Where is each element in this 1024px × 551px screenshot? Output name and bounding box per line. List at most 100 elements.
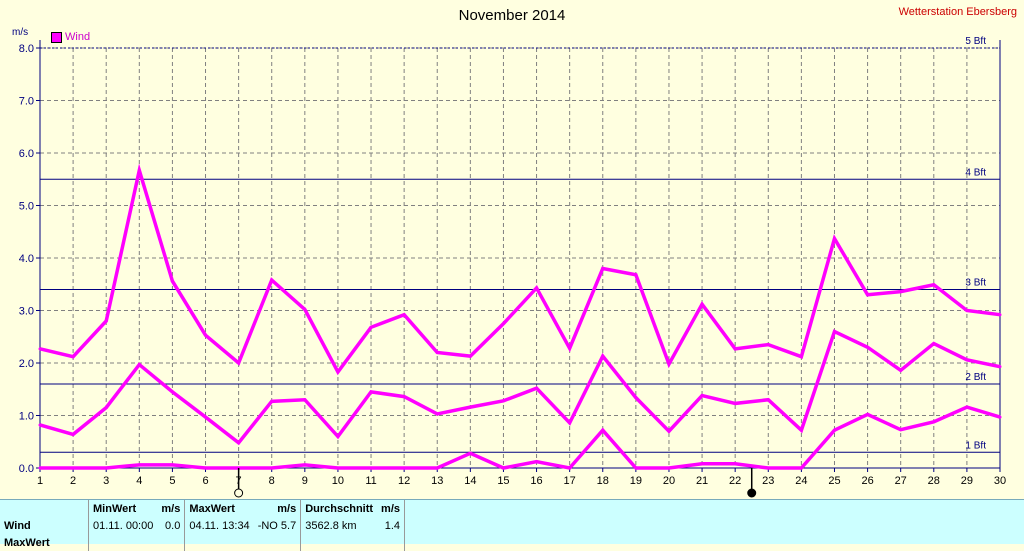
data-point-mean (568, 421, 572, 425)
max-unit: m/s (277, 502, 297, 515)
data-point-max (766, 343, 770, 347)
x-tick-label: 26 (861, 475, 873, 487)
data-point-max (468, 354, 472, 358)
data-point-mean (799, 428, 803, 432)
stats-panel: MinWert m/s MaxWert m/s Durchschnitt m/s… (0, 499, 1024, 551)
x-tick-label: 24 (795, 475, 807, 487)
data-point-mean (535, 386, 539, 390)
data-point-mean (137, 363, 141, 367)
stats-header-row: MinWert m/s MaxWert m/s Durchschnitt m/s (0, 500, 974, 517)
data-point-min (899, 428, 903, 432)
data-point-min (38, 466, 42, 470)
data-point-max (501, 322, 505, 326)
avg-unit: m/s (381, 502, 401, 515)
x-tick-label: 5 (169, 475, 175, 487)
data-point-max (535, 286, 539, 290)
data-point-max (137, 168, 141, 172)
x-tick-label: 30 (994, 475, 1006, 487)
moon-new-icon (747, 488, 757, 498)
legend-label: Wind (65, 31, 91, 43)
data-point-min (137, 463, 141, 467)
max-time: 04.11. 13:34 (184, 517, 254, 534)
station-name: Wetterstation Ebersberg (898, 6, 1017, 18)
data-point-min (766, 466, 770, 470)
data-point-max (634, 273, 638, 277)
data-point-max (104, 319, 108, 323)
min-unit: m/s (161, 502, 181, 515)
data-point-max (998, 313, 1002, 317)
data-point-mean (899, 368, 903, 372)
y-tick-label: 4.0 (19, 253, 34, 265)
data-point-mean (998, 365, 1002, 369)
x-tick-label: 13 (431, 475, 443, 487)
stats-table: MinWert m/s MaxWert m/s Durchschnitt m/s… (0, 500, 974, 551)
y-tick-label: 1.0 (19, 411, 34, 423)
moon-full-icon (234, 488, 244, 498)
data-point-max (369, 325, 373, 329)
x-tick-label: 15 (497, 475, 509, 487)
x-tick-label: 9 (302, 475, 308, 487)
data-point-max (402, 313, 406, 317)
beaufort-label: 2 Bft (965, 372, 986, 383)
data-point-max (270, 278, 274, 282)
wind-chart: 5 Bft 4 Bft 3 Bft 2 Bft 1 Bft 0.0 1.0 2.0 3.0 4.0… (19, 36, 1006, 498)
x-tick-label: 21 (696, 475, 708, 487)
data-point-mean (38, 423, 42, 427)
data-point-max (733, 347, 737, 351)
data-point-mean (733, 401, 737, 405)
data-point-mean (336, 435, 340, 438)
data-point-max (38, 347, 42, 351)
x-tick-label: 11 (365, 475, 376, 487)
beaufort-label: 4 Bft (965, 167, 986, 178)
data-point-mean (965, 358, 969, 362)
x-tick-label: 6 (202, 475, 208, 487)
avg-header: Durchschnitt (300, 500, 378, 517)
data-point-max (899, 290, 903, 294)
chart-title: November 2014 (458, 7, 566, 24)
min-value: 0.0 (165, 519, 181, 532)
avg-value: 1.4 (384, 519, 401, 532)
data-point-max (237, 361, 241, 365)
x-tick-label: 3 (103, 475, 109, 487)
data-point-mean (237, 441, 241, 445)
data-point-mean (932, 342, 936, 346)
data-point-min (204, 466, 208, 470)
data-point-max (336, 370, 340, 374)
series-line-max (39, 163, 1001, 376)
stats-row-wind: Wind 01.11. 00:00 0.0 04.11. 13:34 -NO 5… (0, 517, 974, 534)
data-point-min (369, 466, 373, 470)
data-point-min (435, 466, 439, 470)
data-point-max (303, 307, 307, 311)
y-axis-unit: m/s (12, 27, 29, 38)
data-point-min (303, 463, 307, 467)
data-point-max (832, 237, 836, 241)
data-point-mean (402, 395, 406, 399)
data-point-min (170, 463, 174, 467)
y-tick-label: 7.0 (19, 96, 34, 108)
x-tick-label: 29 (961, 475, 973, 487)
x-tick-label: 27 (895, 475, 907, 487)
data-point-mean (766, 398, 770, 402)
data-point-max (170, 279, 174, 283)
data-point-mean (667, 429, 671, 433)
data-point-mean (104, 406, 108, 410)
x-tick-label: 1 (37, 475, 43, 487)
x-tick-label: 19 (630, 475, 642, 487)
data-point-max (71, 355, 75, 359)
data-point-max (204, 333, 208, 337)
x-tick-label: 12 (398, 475, 410, 487)
data-point-min (832, 428, 836, 432)
data-point-max (667, 362, 671, 366)
y-tick-label: 6.0 (19, 148, 34, 160)
x-tick-label: 14 (464, 475, 476, 487)
x-tick-label: 28 (928, 475, 940, 487)
series-line-min (40, 405, 1001, 470)
data-point-mean (634, 396, 638, 400)
data-point-mean (832, 330, 836, 333)
data-point-min (270, 466, 274, 470)
legend[interactable]: Wind (51, 31, 90, 43)
data-point-mean (501, 399, 505, 403)
y-tick-label: 5.0 (19, 201, 34, 213)
x-tick-label: 25 (828, 475, 840, 487)
data-point-min (932, 420, 936, 424)
